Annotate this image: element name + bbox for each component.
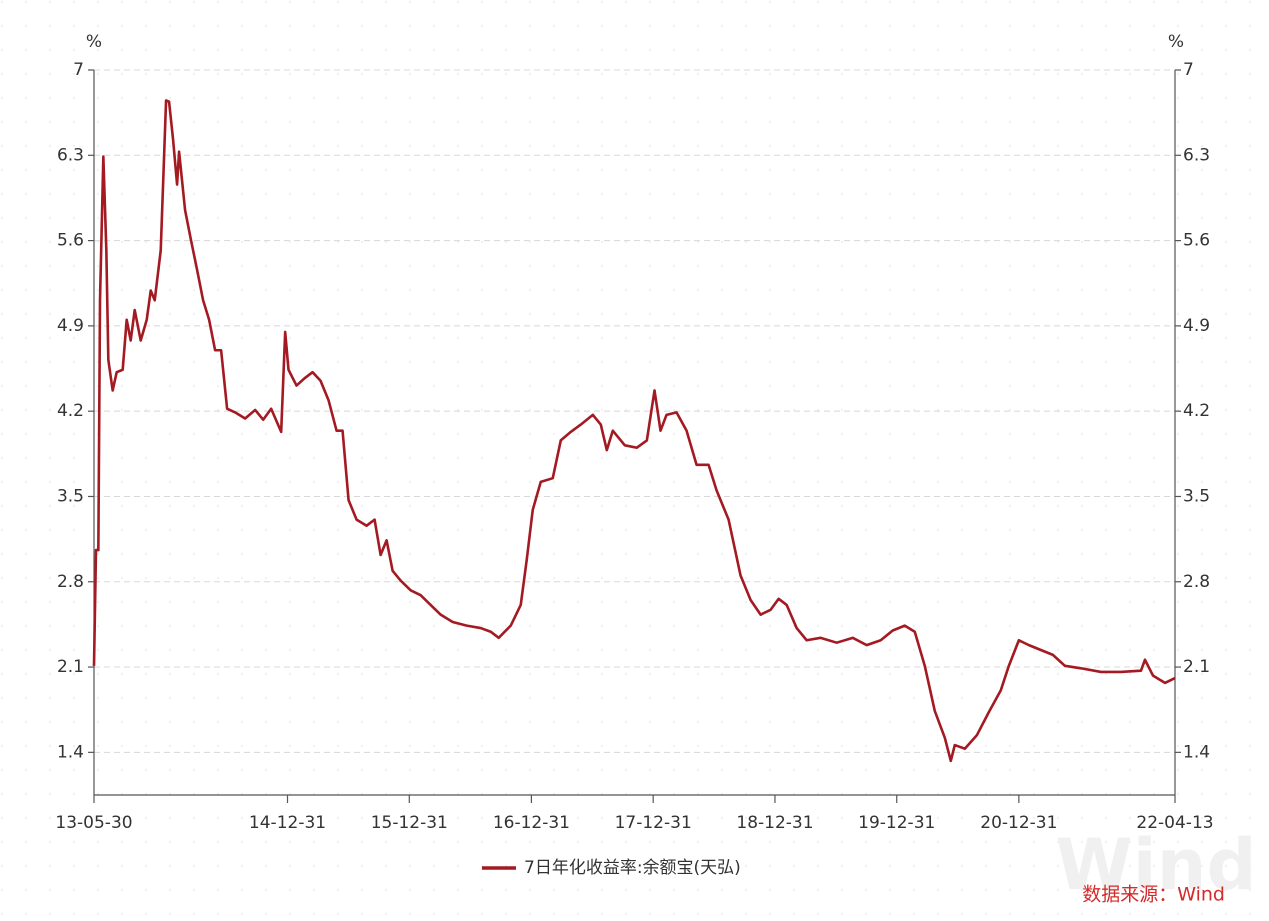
y2-tick-label: 2.8 <box>1183 572 1210 592</box>
y-tick-label: 7 <box>73 60 84 80</box>
y-tick-label: 2.1 <box>57 657 84 677</box>
x-tick-label: 22-04-13 <box>1136 813 1213 833</box>
y-tick-label: 6.3 <box>57 145 84 165</box>
x-tick-label: 16-12-31 <box>493 813 570 833</box>
y2-unit: % <box>1168 32 1184 52</box>
x-tick-label: 18-12-31 <box>736 813 813 833</box>
y2-tick-label: 7 <box>1183 60 1194 80</box>
watermark: Wind <box>1055 824 1256 906</box>
y-tick-label: 5.6 <box>57 231 84 251</box>
y-unit: % <box>86 32 102 52</box>
y2-tick-label: 4.9 <box>1183 316 1210 336</box>
y-tick-label: 3.5 <box>57 486 84 506</box>
source-note: 数据来源：Wind <box>1082 884 1225 906</box>
y2-tick-label: 6.3 <box>1183 145 1210 165</box>
y2-tick-label: 4.2 <box>1183 401 1210 421</box>
x-tick-label: 19-12-31 <box>858 813 935 833</box>
y-tick-label: 4.2 <box>57 401 84 421</box>
y2-tick-label: 3.5 <box>1183 486 1210 506</box>
y-tick-label: 4.9 <box>57 316 84 336</box>
y2-tick-label: 5.6 <box>1183 231 1210 251</box>
legend-label: 7日年化收益率:余额宝(天弘) <box>524 858 741 878</box>
y2-tick-label: 2.1 <box>1183 657 1210 677</box>
x-tick-label: 15-12-31 <box>371 813 448 833</box>
data-line <box>92 99 1176 763</box>
y2-tick-label: 1.4 <box>1183 742 1210 762</box>
x-tick-label: 13-05-30 <box>55 813 132 833</box>
y-tick-label: 2.8 <box>57 572 84 592</box>
x-tick-label: 20-12-31 <box>980 813 1057 833</box>
x-tick-label: 14-12-31 <box>249 813 326 833</box>
y-tick-label: 1.4 <box>57 742 84 762</box>
x-tick-label: 17-12-31 <box>615 813 692 833</box>
